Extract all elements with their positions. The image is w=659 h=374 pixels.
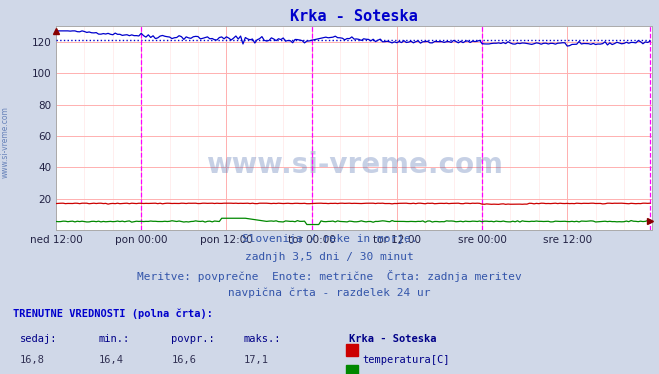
Text: temperatura[C]: temperatura[C]: [362, 355, 450, 365]
Text: maks.:: maks.:: [244, 334, 281, 344]
Text: Meritve: povprečne  Enote: metrične  Črta: zadnja meritev: Meritve: povprečne Enote: metrične Črta:…: [137, 270, 522, 282]
Text: sedaj:: sedaj:: [20, 334, 57, 344]
Text: min.:: min.:: [99, 334, 130, 344]
Text: zadnjh 3,5 dni / 30 minut: zadnjh 3,5 dni / 30 minut: [245, 252, 414, 262]
Text: TRENUTNE VREDNOSTI (polna črta):: TRENUTNE VREDNOSTI (polna črta):: [13, 309, 213, 319]
Text: Krka - Soteska: Krka - Soteska: [349, 334, 437, 344]
Title: Krka - Soteska: Krka - Soteska: [291, 9, 418, 24]
Text: 16,8: 16,8: [20, 355, 45, 365]
Text: 16,4: 16,4: [99, 355, 124, 365]
Text: www.si-vreme.com: www.si-vreme.com: [206, 151, 503, 179]
Text: 16,6: 16,6: [171, 355, 196, 365]
Text: 17,1: 17,1: [244, 355, 269, 365]
Text: Slovenija / reke in morje.: Slovenija / reke in morje.: [242, 234, 417, 244]
Text: povpr.:: povpr.:: [171, 334, 215, 344]
Text: www.si-vreme.com: www.si-vreme.com: [1, 106, 10, 178]
Text: navpična črta - razdelek 24 ur: navpična črta - razdelek 24 ur: [228, 288, 431, 298]
